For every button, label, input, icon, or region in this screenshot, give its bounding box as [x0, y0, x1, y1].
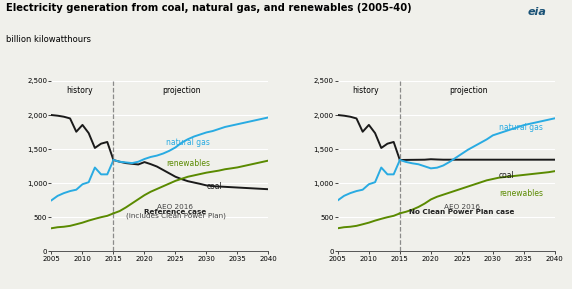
- Text: history: history: [352, 86, 379, 95]
- Text: Electricity generation from coal, natural gas, and renewables (2005-40): Electricity generation from coal, natura…: [6, 3, 411, 13]
- Text: (includes Clean Power Plan): (includes Clean Power Plan): [125, 213, 225, 219]
- Text: renewables: renewables: [499, 189, 543, 198]
- Text: billion kilowatthours: billion kilowatthours: [6, 35, 91, 44]
- Text: coal: coal: [499, 171, 515, 179]
- Text: natural gas: natural gas: [499, 123, 543, 132]
- Text: history: history: [66, 86, 93, 95]
- Text: projection: projection: [449, 86, 487, 95]
- Text: coal: coal: [206, 182, 222, 191]
- Text: projection: projection: [162, 86, 201, 95]
- Text: renewables: renewables: [166, 159, 210, 168]
- Text: eia: eia: [527, 7, 546, 17]
- Text: No Clean Power Plan case: No Clean Power Plan case: [409, 209, 515, 215]
- Text: AEO 2016: AEO 2016: [157, 204, 193, 210]
- Text: AEO 2016: AEO 2016: [444, 204, 480, 210]
- Text: Reference case: Reference case: [144, 209, 206, 215]
- Text: natural gas: natural gas: [166, 138, 210, 147]
